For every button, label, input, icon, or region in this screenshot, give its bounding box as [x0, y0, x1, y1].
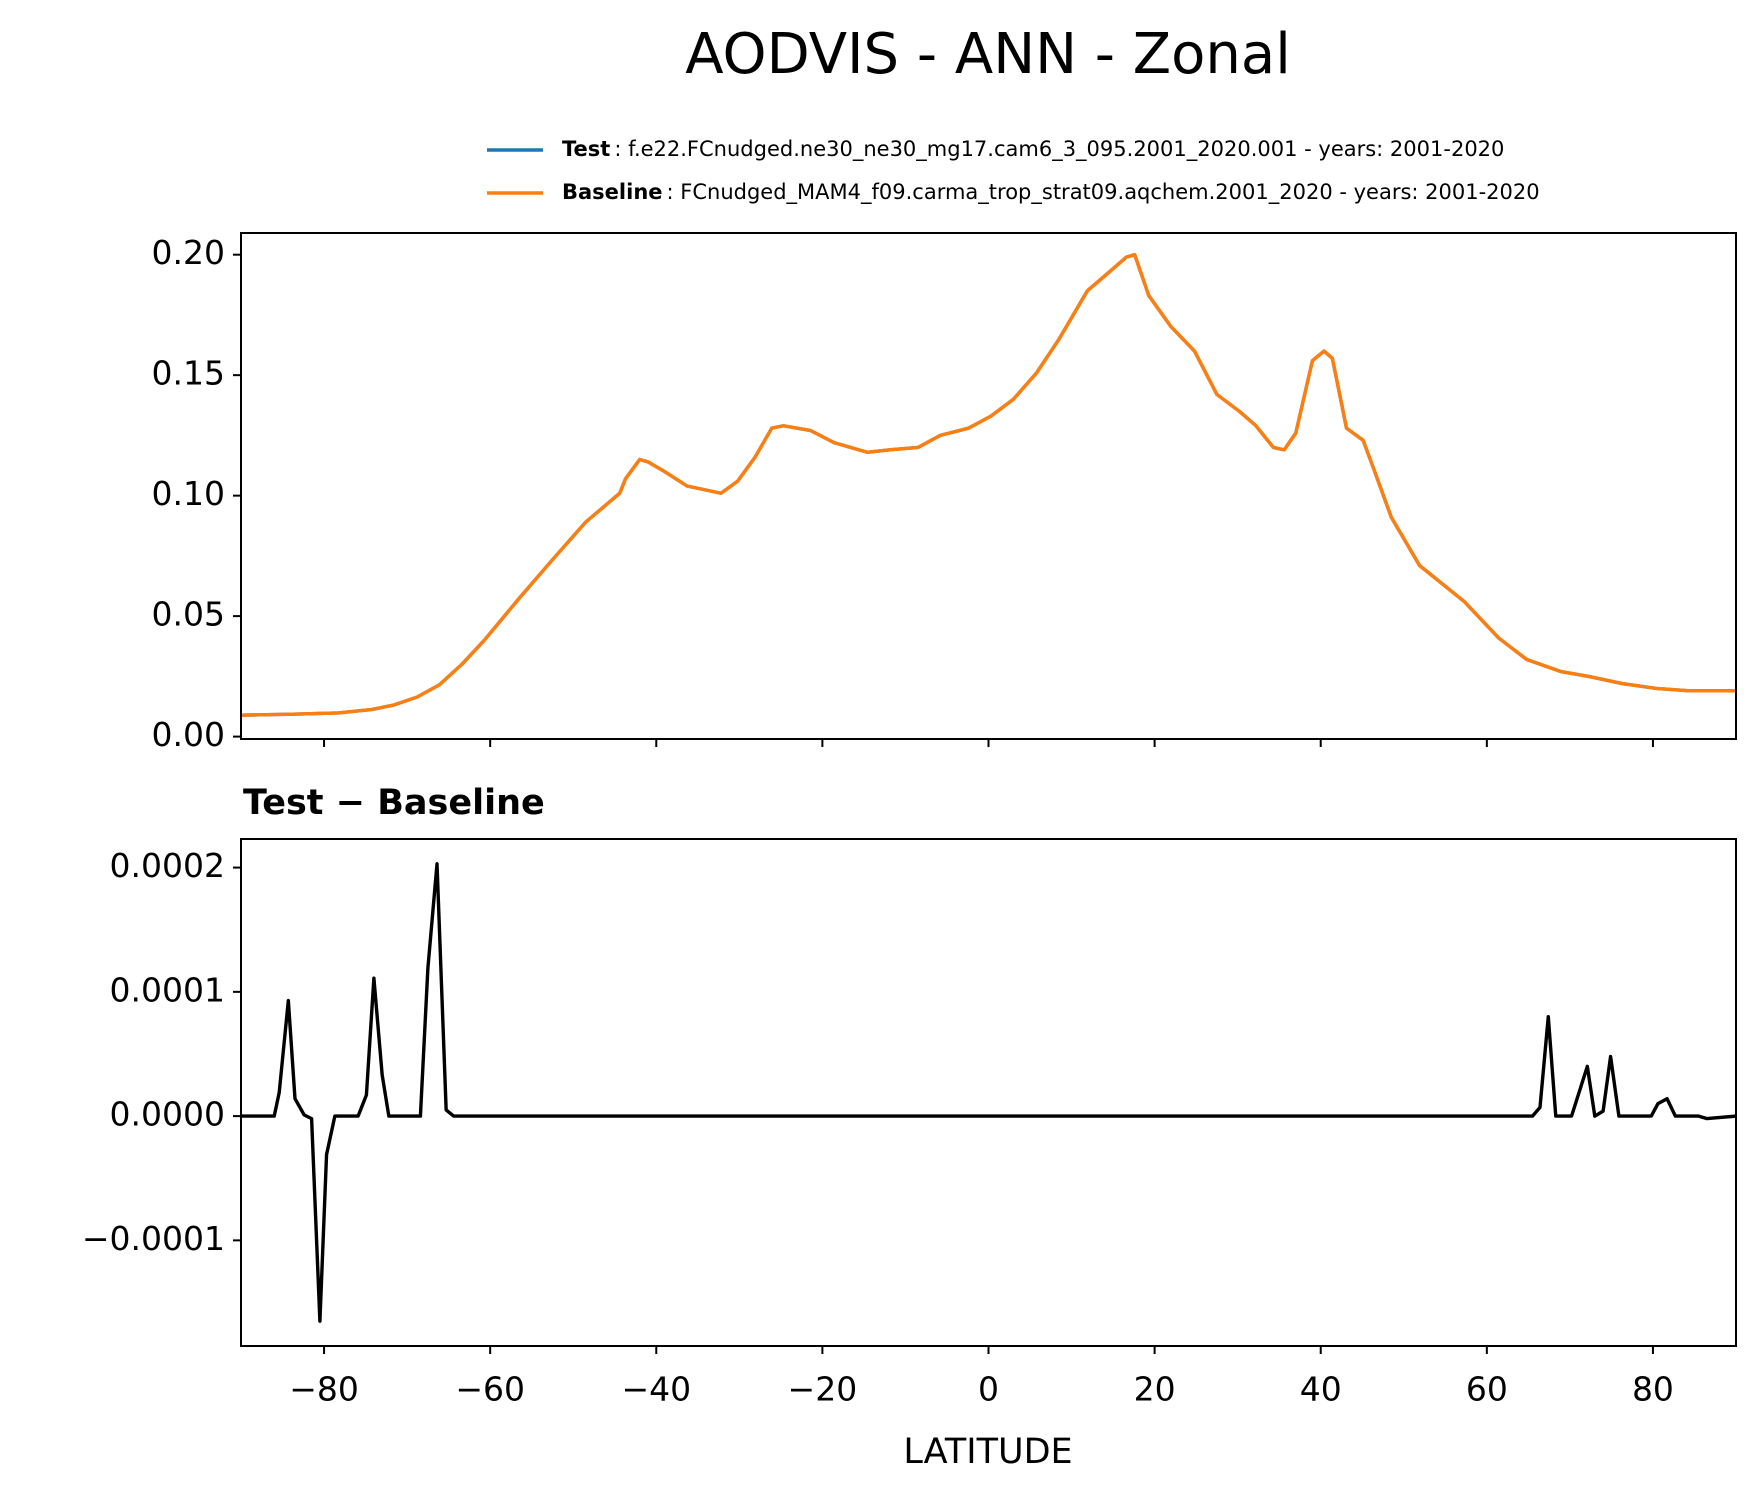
- axes-frame: [240, 838, 1737, 1347]
- axes-frame: [240, 232, 1737, 740]
- series-line: [241, 252, 1736, 717]
- y-tick-label: 0.0002: [110, 846, 225, 885]
- y-tick-label: 0.20: [152, 233, 225, 272]
- x-tick-label: −20: [788, 1370, 858, 1409]
- y-tick-label: 0.00: [152, 715, 225, 754]
- y-tick-label: −0.0001: [82, 1219, 225, 1258]
- x-tick-label: 80: [1632, 1370, 1674, 1409]
- difference-line: [241, 862, 1736, 1323]
- legend-name: Test: [562, 137, 610, 161]
- y-tick-label: 0.0000: [110, 1095, 225, 1134]
- legend-name: Baseline: [562, 180, 663, 204]
- y-tick-label: 0.15: [152, 354, 225, 393]
- x-tick-label: 20: [1134, 1370, 1176, 1409]
- legend-description: : f.e22.FCnudged.ne30_ne30_mg17.cam6_3_0…: [614, 137, 1504, 162]
- x-tick-label: −40: [621, 1370, 691, 1409]
- x-tick-label: 40: [1300, 1370, 1342, 1409]
- x-tick-label: 60: [1466, 1370, 1508, 1409]
- y-tick-label: 0.05: [152, 595, 225, 634]
- y-tick-label: 0.0001: [110, 970, 225, 1009]
- chart-title: AODVIS - ANN - Zonal: [685, 22, 1291, 87]
- x-axis-label: LATITUDE: [903, 1432, 1072, 1472]
- x-tick-label: 0: [978, 1370, 999, 1409]
- subtitle: Test − Baseline: [243, 783, 545, 823]
- x-tick-label: −60: [455, 1370, 525, 1409]
- x-tick-label: −80: [289, 1370, 359, 1409]
- y-tick-label: 0.10: [152, 474, 225, 513]
- legend-description: : FCnudged_MAM4_f09.carma_trop_strat09.a…: [667, 180, 1540, 205]
